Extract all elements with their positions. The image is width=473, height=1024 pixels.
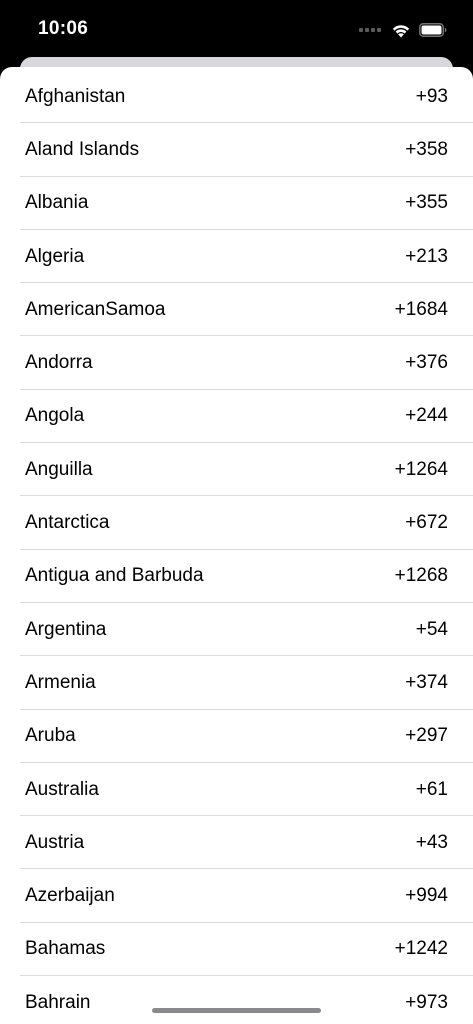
country-row[interactable]: Bahrain +973 xyxy=(0,976,473,1024)
country-row[interactable]: Argentina +54 xyxy=(0,603,473,657)
country-dial-code: +43 xyxy=(415,831,448,853)
country-list: Afghanistan +93 Aland Islands +358 Albania +3… xyxy=(0,70,473,1024)
country-name: Algeria xyxy=(25,245,85,267)
status-bar: 10:06 xyxy=(0,0,473,58)
country-dial-code: +973 xyxy=(405,991,448,1013)
country-row[interactable]: Bahamas +1242 xyxy=(0,923,473,977)
country-dial-code: +1264 xyxy=(394,458,448,480)
country-row[interactable]: Australia +61 xyxy=(0,763,473,817)
country-name: Angola xyxy=(25,405,85,427)
status-time: 10:06 xyxy=(38,18,89,39)
country-dial-code: +61 xyxy=(415,778,448,800)
battery-icon xyxy=(419,23,447,37)
country-dial-code: +244 xyxy=(405,405,448,427)
country-dial-code: +672 xyxy=(405,512,448,534)
country-name: Azerbaijan xyxy=(25,885,115,907)
country-name: Bahamas xyxy=(25,938,106,960)
country-row[interactable]: Anguilla +1264 xyxy=(0,443,473,497)
country-row[interactable]: Albania +355 xyxy=(0,177,473,231)
country-row[interactable]: Austria +43 xyxy=(0,816,473,870)
country-name: Bahrain xyxy=(25,991,91,1013)
country-dial-code: +1684 xyxy=(394,298,448,320)
home-indicator[interactable] xyxy=(152,1008,321,1013)
country-dial-code: +994 xyxy=(405,885,448,907)
country-row[interactable]: Armenia +374 xyxy=(0,656,473,710)
country-name: AmericanSamoa xyxy=(25,298,166,320)
country-name: Aruba xyxy=(25,725,76,747)
country-dial-code: +1242 xyxy=(394,938,448,960)
country-row[interactable]: Antarctica +672 xyxy=(0,496,473,550)
country-dial-code: +358 xyxy=(405,138,448,160)
country-name: Armenia xyxy=(25,671,96,693)
country-name: Antigua and Barbuda xyxy=(25,565,204,587)
country-picker-sheet: Afghanistan +93 Aland Islands +358 Albania +3… xyxy=(0,67,473,1024)
country-name: Austria xyxy=(25,831,85,853)
country-dial-code: +376 xyxy=(405,352,448,374)
cellular-dots-icon xyxy=(359,28,381,32)
country-row[interactable]: Antigua and Barbuda +1268 xyxy=(0,550,473,604)
country-name: Albania xyxy=(25,192,89,214)
country-row[interactable]: Afghanistan +93 xyxy=(0,70,473,124)
country-dial-code: +213 xyxy=(405,245,448,267)
country-name: Afghanistan xyxy=(25,85,126,107)
country-dial-code: +1268 xyxy=(394,565,448,587)
country-row[interactable]: AmericanSamoa +1684 xyxy=(0,283,473,337)
country-dial-code: +54 xyxy=(415,618,448,640)
country-row[interactable]: Aruba +297 xyxy=(0,710,473,764)
country-row[interactable]: Andorra +376 xyxy=(0,336,473,391)
wifi-icon xyxy=(392,25,410,38)
status-icons xyxy=(359,20,447,40)
country-row[interactable]: Angola +244 xyxy=(0,390,473,444)
country-name: Aland Islands xyxy=(25,138,140,160)
country-dial-code: +93 xyxy=(415,85,448,107)
country-row[interactable]: Algeria +213 xyxy=(0,230,473,284)
country-dial-code: +374 xyxy=(405,671,448,693)
country-name: Australia xyxy=(25,778,99,800)
country-dial-code: +297 xyxy=(405,725,448,747)
country-row[interactable]: Aland Islands +358 xyxy=(0,123,473,177)
country-name: Andorra xyxy=(25,352,93,374)
country-dial-code: +355 xyxy=(405,192,448,214)
country-name: Argentina xyxy=(25,618,107,640)
country-name: Anguilla xyxy=(25,458,93,480)
country-row[interactable]: Azerbaijan +994 xyxy=(0,869,473,924)
country-name: Antarctica xyxy=(25,512,110,534)
